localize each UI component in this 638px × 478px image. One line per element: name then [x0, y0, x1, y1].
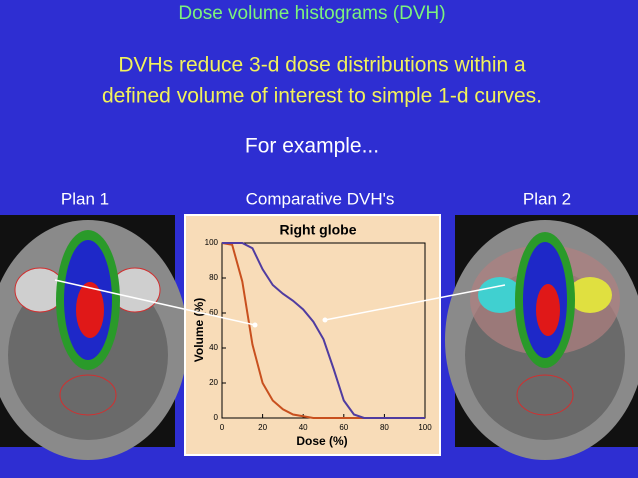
- y-tick-label: 20: [209, 378, 218, 387]
- ct-image-right: [445, 215, 638, 460]
- x-tick-label: 100: [418, 423, 432, 432]
- x-tick-label: 60: [339, 423, 348, 432]
- plot: 0 20 40 60 80 100 0 20 40 60 80 100: [205, 238, 433, 432]
- chart-panel: [184, 214, 441, 456]
- dvh-curve: [222, 242, 425, 419]
- caption: Comparative DVH's: [246, 189, 395, 208]
- pointer-line: [54, 279, 256, 326]
- x-axis-label: Dose (%): [296, 434, 347, 448]
- y-tick-label: 80: [209, 273, 218, 282]
- x-tick-label: 0: [220, 423, 225, 432]
- caption: Plan 2: [523, 189, 571, 208]
- ct-image-left: [0, 215, 188, 460]
- y-tick-label: 100: [205, 238, 219, 247]
- pointer-line: [324, 284, 506, 321]
- example-text: For example...: [245, 135, 379, 158]
- body-line: defined volume of interest to simple 1-d…: [102, 85, 542, 108]
- x-tick-label: 80: [380, 423, 389, 432]
- pointer-dot: [252, 322, 258, 328]
- y-tick-label: 60: [209, 308, 218, 317]
- body-line: DVHs reduce 3-d dose distributions withi…: [118, 54, 526, 77]
- x-tick-label: 40: [299, 423, 308, 432]
- caption: Plan 1: [61, 189, 109, 208]
- chart-title: Right globe: [280, 222, 357, 238]
- slide-title: Dose volume histograms (DVH): [178, 3, 445, 24]
- y-tick-label: 0: [214, 413, 219, 422]
- y-tick-label: 40: [209, 343, 218, 352]
- pointer-dot: [322, 317, 328, 323]
- x-tick-label: 20: [258, 423, 267, 432]
- y-axis-label: Volume (%): [192, 298, 206, 362]
